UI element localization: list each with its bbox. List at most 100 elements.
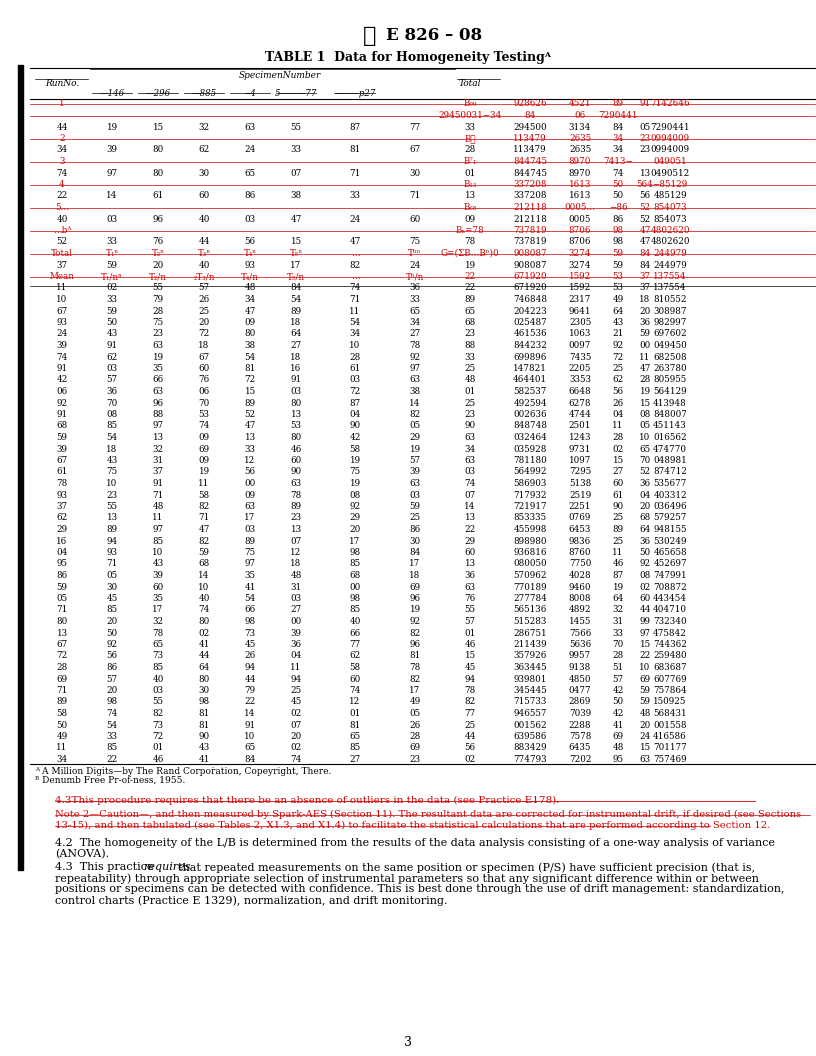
Text: 63: 63 xyxy=(245,502,255,511)
Text: 49: 49 xyxy=(56,732,68,741)
Text: 18: 18 xyxy=(410,571,420,580)
Text: 68: 68 xyxy=(349,571,361,580)
Text: 883429: 883429 xyxy=(513,743,547,753)
Text: 7566: 7566 xyxy=(569,628,591,638)
Text: …bᴬ: …bᴬ xyxy=(53,226,71,235)
Text: 58: 58 xyxy=(349,445,361,453)
Text: 78: 78 xyxy=(56,479,68,488)
Text: 35: 35 xyxy=(153,364,163,373)
Text: 66: 66 xyxy=(153,376,164,384)
Text: 48: 48 xyxy=(612,743,623,753)
Text: ᴬ A Million Digits—by The Rand Corpoṙation, Copeyright, There.: ᴬ A Million Digits—by The Rand Corpoṙat… xyxy=(35,767,331,776)
Text: 91: 91 xyxy=(290,376,302,384)
Text: 89: 89 xyxy=(56,698,68,706)
Text: 78: 78 xyxy=(153,628,164,638)
Text: 51: 51 xyxy=(613,663,623,672)
Text: 0490512: 0490512 xyxy=(650,169,690,177)
Text: 20: 20 xyxy=(198,318,210,327)
Text: 049450: 049450 xyxy=(653,341,687,350)
Text: —296: —296 xyxy=(145,89,171,97)
Text: 2635: 2635 xyxy=(569,134,591,143)
Text: 44: 44 xyxy=(244,675,255,683)
Text: 025487: 025487 xyxy=(513,318,547,327)
Text: 64: 64 xyxy=(198,663,210,672)
Text: 0005: 0005 xyxy=(569,214,591,224)
Text: 19: 19 xyxy=(410,605,420,615)
Text: 80: 80 xyxy=(198,617,210,626)
Text: 67: 67 xyxy=(198,353,210,361)
Text: 475842: 475842 xyxy=(653,628,687,638)
Text: 92: 92 xyxy=(106,640,118,649)
Text: B₁₃: B₁₃ xyxy=(463,180,477,189)
Text: 97: 97 xyxy=(245,560,255,568)
Text: 09: 09 xyxy=(245,318,255,327)
Text: 7413−: 7413− xyxy=(603,157,633,166)
Text: 72: 72 xyxy=(244,376,255,384)
Text: 1243: 1243 xyxy=(569,433,592,442)
Text: 28: 28 xyxy=(612,652,623,660)
Text: 001562: 001562 xyxy=(513,720,547,730)
Text: 4892: 4892 xyxy=(569,605,592,615)
Text: 363445: 363445 xyxy=(513,663,547,672)
Text: 0769: 0769 xyxy=(569,513,591,523)
Text: 18: 18 xyxy=(290,353,302,361)
Text: 2635: 2635 xyxy=(569,146,591,154)
Text: 54: 54 xyxy=(106,433,118,442)
Text: 13: 13 xyxy=(464,191,476,201)
Text: 001558: 001558 xyxy=(654,720,687,730)
Text: 04: 04 xyxy=(639,490,650,499)
Text: 204223: 204223 xyxy=(513,306,547,316)
Text: 22: 22 xyxy=(464,525,476,534)
Text: B₉₉: B₉₉ xyxy=(463,99,477,109)
Text: 22: 22 xyxy=(640,652,650,660)
Text: 20: 20 xyxy=(349,525,361,534)
Text: 42: 42 xyxy=(349,433,361,442)
Text: 23: 23 xyxy=(153,329,163,339)
Text: 65: 65 xyxy=(640,445,650,453)
Text: 13: 13 xyxy=(153,433,163,442)
Text: 91: 91 xyxy=(106,341,118,350)
Text: 7435: 7435 xyxy=(569,353,591,361)
Text: 62: 62 xyxy=(612,376,623,384)
Text: 78: 78 xyxy=(464,238,476,246)
Text: 96: 96 xyxy=(153,398,163,408)
Text: 10: 10 xyxy=(244,732,255,741)
Text: 61: 61 xyxy=(153,191,164,201)
Text: 47: 47 xyxy=(639,364,650,373)
Text: 19: 19 xyxy=(464,261,476,269)
Text: 13: 13 xyxy=(56,628,68,638)
Text: 137554: 137554 xyxy=(654,283,687,293)
Text: 00: 00 xyxy=(290,617,302,626)
Text: 697602: 697602 xyxy=(653,329,687,339)
Text: 19: 19 xyxy=(153,353,163,361)
Text: 05: 05 xyxy=(640,122,650,132)
Text: 74: 74 xyxy=(349,686,361,695)
Text: 55: 55 xyxy=(153,698,163,706)
Text: 416586: 416586 xyxy=(653,732,687,741)
Text: 4802620: 4802620 xyxy=(650,226,690,235)
Text: 682508: 682508 xyxy=(653,353,687,361)
Text: 90: 90 xyxy=(198,732,210,741)
Text: 65: 65 xyxy=(245,743,255,753)
Text: 23: 23 xyxy=(290,513,302,523)
Text: 04: 04 xyxy=(290,652,302,660)
Text: 08: 08 xyxy=(349,490,361,499)
Text: 9460: 9460 xyxy=(569,583,592,591)
Text: 87: 87 xyxy=(349,398,361,408)
Text: T₁/nⁿ: T₁/nⁿ xyxy=(101,272,123,281)
Text: 79: 79 xyxy=(245,686,255,695)
Text: 15: 15 xyxy=(464,652,476,660)
Text: 54: 54 xyxy=(290,295,302,304)
Text: …: … xyxy=(351,272,359,281)
Text: 80: 80 xyxy=(198,675,210,683)
Text: 25: 25 xyxy=(613,536,623,546)
Text: 98: 98 xyxy=(613,226,623,235)
Text: 06: 06 xyxy=(198,386,210,396)
Text: 805955: 805955 xyxy=(654,376,686,384)
Text: 570962: 570962 xyxy=(513,571,547,580)
Text: 08: 08 xyxy=(640,410,650,419)
Text: 1455: 1455 xyxy=(569,617,591,626)
Text: 92: 92 xyxy=(410,617,420,626)
Text: 946557: 946557 xyxy=(513,709,547,718)
Text: 45: 45 xyxy=(244,640,255,649)
